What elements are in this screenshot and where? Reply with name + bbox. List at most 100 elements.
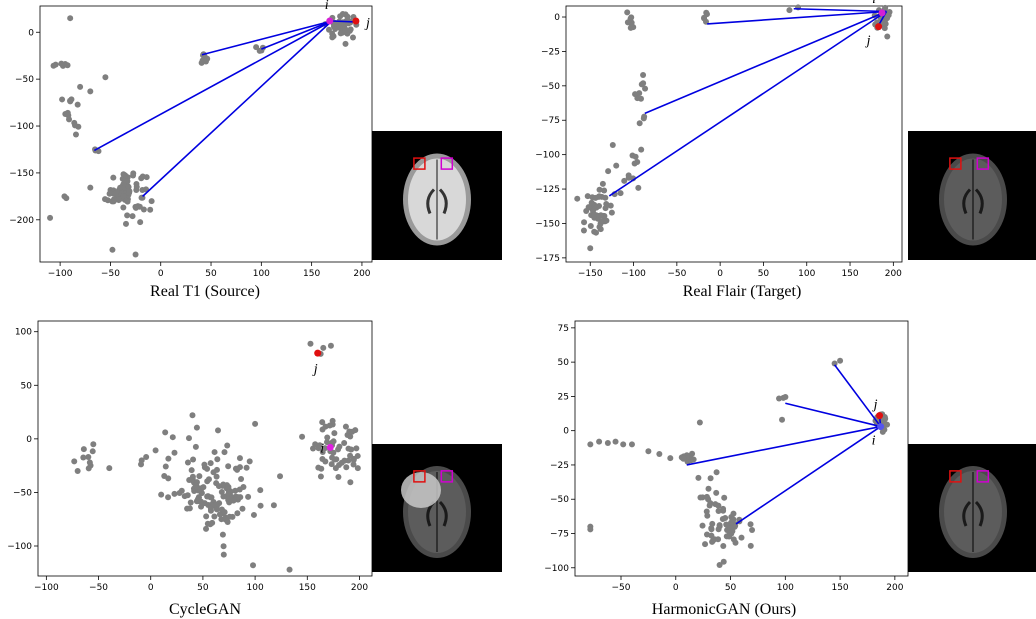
y-tick-label: −100	[9, 122, 34, 132]
x-tick-label: 100	[247, 583, 264, 593]
x-tick-label: 50	[197, 583, 209, 593]
data-point	[72, 131, 79, 138]
data-point	[87, 184, 94, 191]
data-point	[225, 463, 232, 470]
x-tick-label: 200	[353, 269, 370, 279]
data-point	[122, 220, 129, 227]
data-point	[580, 227, 587, 234]
data-point	[703, 531, 710, 538]
data-point	[106, 190, 113, 197]
data-point	[109, 246, 116, 253]
x-tick-label: −50	[101, 269, 120, 279]
data-point	[200, 484, 207, 491]
data-point	[162, 429, 169, 436]
panel-harmonicgan: −50 0 50 100 150 200 75 50 25 0 −25 −50 −75 −100 i j Ha…	[518, 309, 1036, 618]
red-roi-box	[949, 157, 962, 170]
data-point	[253, 44, 260, 51]
data-point	[270, 502, 277, 509]
data-point	[882, 4, 889, 11]
data-point	[707, 475, 714, 482]
data-point	[713, 469, 720, 476]
data-point	[330, 33, 337, 40]
data-point	[587, 222, 594, 229]
x-tick-label: −50	[89, 583, 108, 593]
data-point	[102, 196, 109, 203]
data-point	[148, 198, 155, 205]
data-point	[50, 62, 57, 69]
data-point	[192, 443, 199, 450]
magenta-roi-box	[440, 157, 454, 170]
correspondence-line	[793, 7, 887, 13]
highlight-label-i: i	[872, 0, 876, 7]
data-point	[324, 439, 331, 446]
data-point	[186, 505, 193, 512]
data-point	[220, 543, 227, 550]
data-point	[597, 212, 604, 219]
data-point	[635, 184, 642, 191]
data-point	[126, 189, 133, 196]
data-point	[642, 85, 649, 92]
data-point	[347, 26, 354, 33]
data-point	[124, 198, 131, 205]
data-point	[593, 204, 600, 211]
data-point	[316, 442, 323, 449]
data-point	[213, 501, 220, 508]
data-point	[667, 455, 674, 462]
highlight-label-i: i	[325, 0, 329, 13]
y-tick-label: −50	[15, 75, 34, 85]
highlight-point-j	[352, 17, 360, 25]
data-point	[703, 11, 710, 18]
data-point	[593, 229, 600, 236]
data-point	[207, 505, 214, 512]
data-point	[234, 510, 241, 517]
y-tick-label: 50	[558, 358, 570, 368]
data-point	[354, 465, 361, 472]
data-point	[353, 445, 360, 452]
x-tick-label: 100	[253, 269, 270, 279]
correspondence-line	[707, 10, 887, 25]
highlight-point-i	[326, 443, 334, 451]
data-point	[189, 412, 196, 419]
data-point	[337, 13, 344, 20]
y-tick-label: −150	[9, 169, 34, 179]
y-tick-label: −75	[550, 530, 569, 540]
x-tick-label: −150	[578, 269, 603, 279]
data-point	[102, 74, 109, 81]
data-point	[749, 526, 756, 533]
data-point	[595, 193, 602, 200]
axes-frame	[39, 5, 373, 263]
data-point	[66, 116, 73, 123]
highlight-label-i: i	[320, 441, 324, 456]
data-point	[715, 507, 722, 514]
data-point	[703, 508, 710, 515]
correspondence-line	[331, 20, 356, 23]
data-point	[624, 19, 631, 26]
x-tick-label: 200	[886, 583, 903, 593]
data-point	[341, 439, 348, 446]
data-point	[325, 26, 332, 33]
highlight-point-i	[877, 423, 885, 431]
panel-real-t1: −100 −50 0 50 100 150 200 0 −50 −100 −150 −200 i j Re…	[0, 0, 518, 309]
data-point	[213, 480, 220, 487]
data-point	[236, 455, 243, 462]
data-point	[713, 489, 720, 496]
data-point	[591, 212, 598, 219]
correspondence-line	[142, 20, 333, 197]
y-tick-label: −125	[535, 185, 560, 195]
data-point	[720, 505, 727, 512]
y-tick-label: −175	[535, 254, 560, 264]
data-point	[574, 195, 581, 202]
data-point	[201, 461, 208, 468]
x-tick-label: −50	[612, 583, 631, 593]
data-point	[171, 490, 178, 497]
data-point	[214, 456, 221, 463]
data-point	[640, 80, 647, 87]
data-point	[110, 174, 117, 181]
data-point	[327, 342, 334, 349]
data-point	[133, 183, 140, 190]
axes-frame	[565, 5, 903, 263]
data-point	[330, 438, 337, 445]
data-point	[723, 521, 730, 528]
highlight-label-j: j	[872, 398, 878, 413]
red-roi-box	[413, 157, 426, 170]
